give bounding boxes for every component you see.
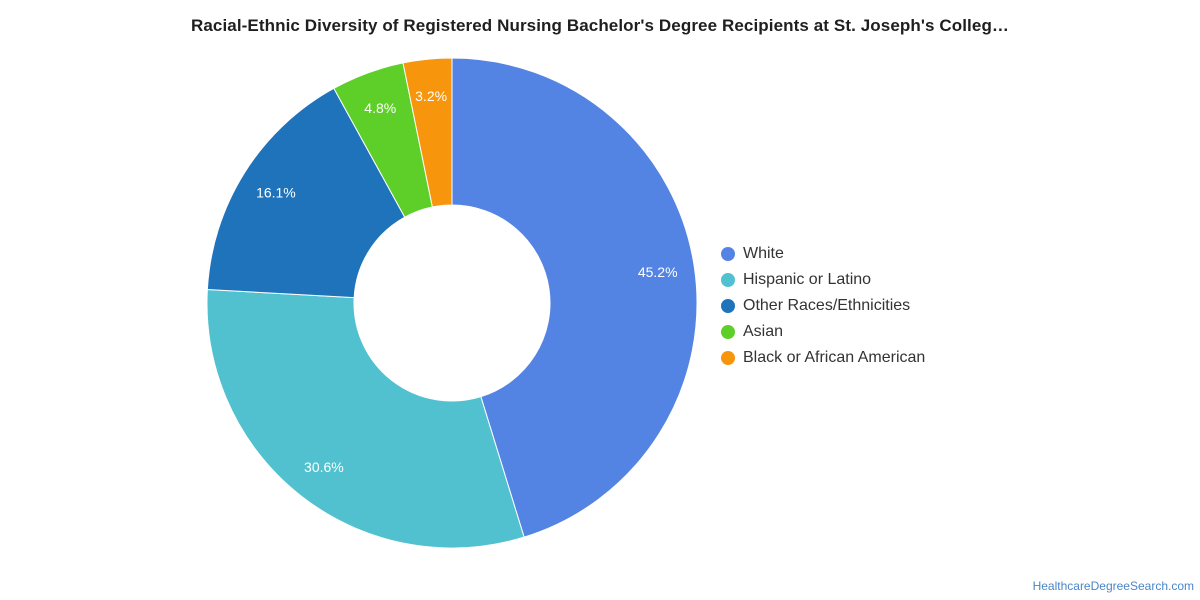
chart-title: Racial-Ethnic Diversity of Registered Nu… [190,16,1010,35]
slice-value-label: 16.1% [256,184,296,200]
legend-label: White [743,245,784,262]
slice-value-label: 30.6% [304,459,344,475]
legend-swatch [721,247,735,261]
legend-label: Other Races/Ethnicities [743,297,911,314]
legend-swatch [721,273,735,287]
donut-slice-labels: 45.2% 30.6% 16.1% 4.8% 3.2% [256,88,677,475]
slice-value-label: 4.8% [364,100,396,116]
legend-label: Black or African American [743,349,926,366]
slice-value-label: 45.2% [638,264,678,280]
legend-swatch [721,325,735,339]
chart-legend: White Hispanic or Latino Other Races/Ethni… [721,241,925,371]
source-link[interactable]: HealthcareDegreeSearch.com [1032,579,1194,593]
legend-item-asian[interactable]: Asian [721,319,925,345]
legend-label: Asian [743,323,784,340]
legend-item-other-races-ethnicities[interactable]: Other Races/Ethnicities [721,293,925,319]
legend-label: Hispanic or Latino [743,271,872,288]
legend-swatch [721,351,735,365]
legend-item-hispanic-or-latino[interactable]: Hispanic or Latino [721,267,925,293]
donut-slice-black-or-african-american[interactable] [402,57,453,208]
legend-swatch [721,299,735,313]
slice-value-label: 3.2% [415,88,447,104]
donut-slice-other-races-ethnicities[interactable] [206,87,406,299]
legend-item-white[interactable]: White [721,241,925,267]
donut-slice-white[interactable] [451,57,698,538]
legend-item-black-or-african-american[interactable]: Black or African American [721,345,925,371]
donut-slice-hispanic-or-latino[interactable] [206,288,525,549]
donut-slices [206,57,698,549]
